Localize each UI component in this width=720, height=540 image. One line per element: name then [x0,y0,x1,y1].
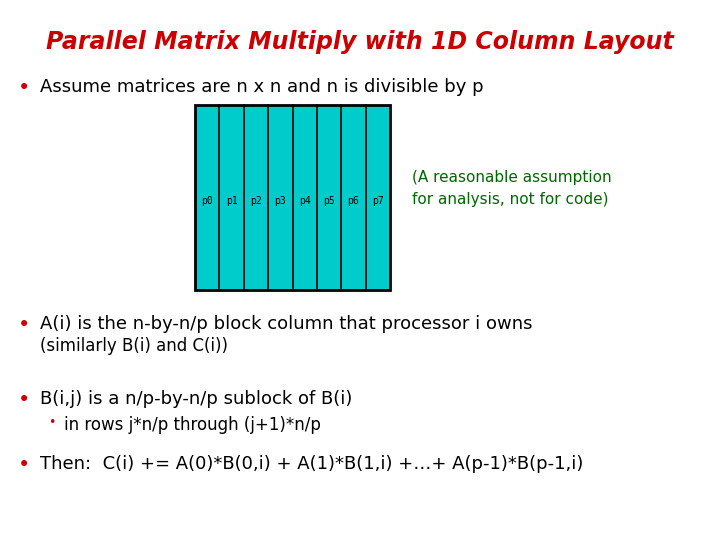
Text: p3: p3 [274,196,286,206]
Text: p4: p4 [299,196,310,206]
Text: (A reasonable assumption: (A reasonable assumption [412,170,611,185]
Text: •: • [18,78,30,98]
Text: •: • [48,416,55,429]
Text: p1: p1 [225,196,238,206]
Text: p7: p7 [372,196,384,206]
Text: Assume matrices are n x n and n is divisible by p: Assume matrices are n x n and n is divis… [40,78,484,96]
Text: B(i,j) is a n/p-by-n/p sublock of B(i): B(i,j) is a n/p-by-n/p sublock of B(i) [40,390,352,408]
Text: A(i) is the n-by-n/p block column that processor i owns: A(i) is the n-by-n/p block column that p… [40,315,533,333]
Text: (similarly B(i) and C(i)): (similarly B(i) and C(i)) [40,337,228,355]
Text: •: • [18,390,30,410]
Text: p6: p6 [348,196,359,206]
Text: •: • [18,315,30,335]
Text: for analysis, not for code): for analysis, not for code) [412,192,608,207]
Text: •: • [18,455,30,475]
Text: p2: p2 [250,196,262,206]
Bar [195,105,390,290]
Text: p0: p0 [202,196,213,206]
Text: Then:  C(i) += A(0)*B(0,i) + A(1)*B(1,i) +…+ A(p-1)*B(p-1,i): Then: C(i) += A(0)*B(0,i) + A(1)*B(1,i) … [40,455,583,473]
Text: in rows j*n/p through (j+1)*n/p: in rows j*n/p through (j+1)*n/p [64,416,321,434]
Text: Parallel Matrix Multiply with 1D Column Layout: Parallel Matrix Multiply with 1D Column … [46,30,674,54]
Text: p5: p5 [323,196,335,206]
